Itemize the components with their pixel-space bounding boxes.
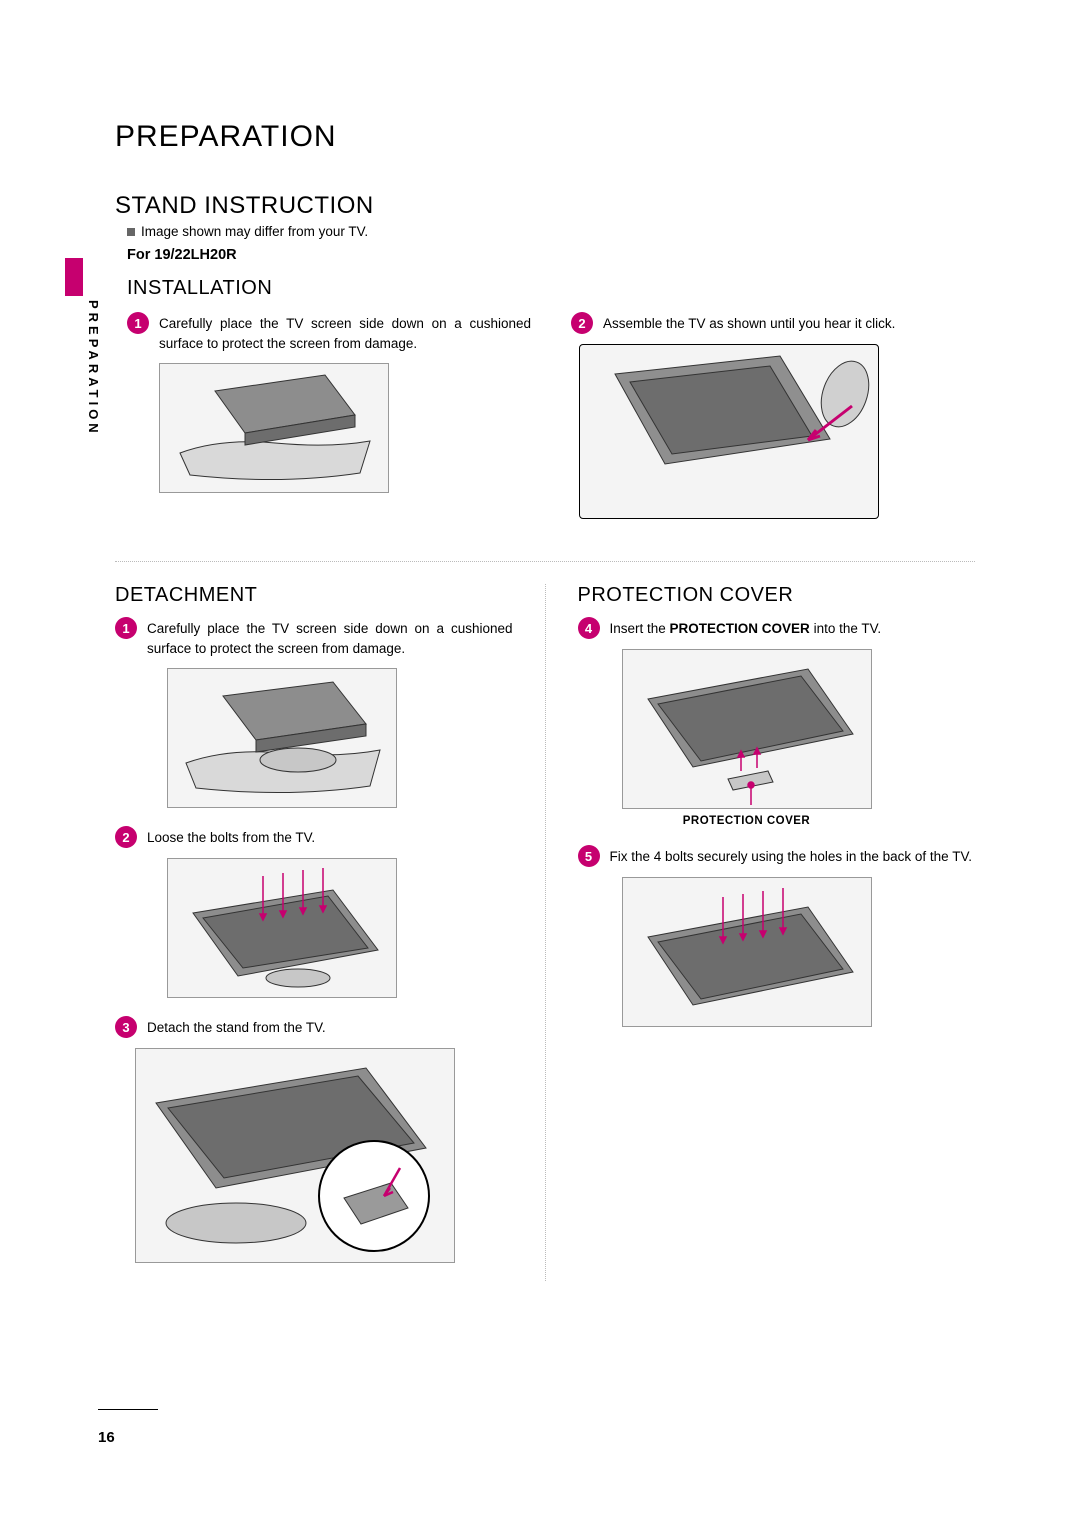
step-text: Detach the stand from the TV. (147, 1016, 513, 1038)
bullet-icon (127, 228, 135, 236)
figure-illustration (622, 877, 872, 1027)
lower-columns: DETACHMENT 1 Carefully place the TV scre… (115, 584, 975, 1281)
page-tab-marker (65, 258, 83, 296)
figure (167, 858, 513, 998)
detachment-step: 2 Loose the bolts from the TV. (115, 826, 513, 848)
installation-step: 2 Assemble the TV as shown until you hea… (571, 312, 975, 334)
installation-col-1: 1 Carefully place the TV screen side dow… (115, 310, 531, 537)
step-text: Carefully place the TV screen side down … (159, 312, 531, 353)
note-text: Image shown may differ from your TV. (141, 224, 368, 239)
footer-rule (98, 1409, 158, 1410)
step-number-badge: 1 (127, 312, 149, 334)
protection-heading: PROTECTION COVER (578, 584, 976, 607)
detachment-column: DETACHMENT 1 Carefully place the TV scre… (115, 584, 513, 1281)
protection-column: PROTECTION COVER 4 Insert the PROTECTION… (578, 584, 976, 1281)
step-text-pre: Insert the (610, 621, 670, 636)
horizontal-divider (115, 561, 975, 562)
step-text: Carefully place the TV screen side down … (147, 617, 513, 658)
fix-bolts-illustration (623, 877, 871, 1027)
figure (167, 668, 513, 808)
detachment-step: 1 Carefully place the TV screen side dow… (115, 617, 513, 658)
step-number-badge: 2 (571, 312, 593, 334)
tv-bolts-illustration (168, 858, 396, 998)
figure-illustration (579, 344, 879, 519)
figure (159, 363, 531, 493)
step-number-badge: 5 (578, 845, 600, 867)
installation-columns: 1 Carefully place the TV screen side dow… (115, 310, 975, 537)
step-number-badge: 2 (115, 826, 137, 848)
page-number: 16 (98, 1429, 115, 1446)
tv-cushion-illustration (168, 668, 396, 808)
step-number-badge: 4 (578, 617, 600, 639)
sidebar-section-label: PREPARATION (86, 300, 101, 437)
model-line: For 19/22LH20R (127, 247, 975, 263)
figure-caption: PROTECTION COVER (622, 815, 872, 827)
protection-step: 4 Insert the PROTECTION COVER into the T… (578, 617, 976, 639)
page-content: PREPARATION STAND INSTRUCTION Image show… (115, 120, 975, 1281)
figure-illustration (167, 858, 397, 998)
figure (579, 344, 975, 519)
protection-step: 5 Fix the 4 bolts securely using the hol… (578, 845, 976, 867)
step-text: Assemble the TV as shown until you hear … (603, 312, 975, 334)
protection-cover-illustration (623, 649, 871, 809)
figure (135, 1048, 513, 1263)
figure-illustration (622, 649, 872, 809)
step-text: Insert the PROTECTION COVER into the TV. (610, 617, 976, 639)
page-heading: PREPARATION (115, 120, 975, 154)
installation-step: 1 Carefully place the TV screen side dow… (127, 312, 531, 353)
step-text: Loose the bolts from the TV. (147, 826, 513, 848)
tv-detach-illustration (136, 1048, 454, 1263)
step-text-bold: PROTECTION COVER (670, 621, 810, 636)
note-row: Image shown may differ from your TV. (127, 224, 975, 239)
detachment-step: 3 Detach the stand from the TV. (115, 1016, 513, 1038)
figure-illustration (135, 1048, 455, 1263)
figure: PROTECTION COVER (622, 649, 976, 827)
step-text-post: into the TV. (810, 621, 881, 636)
detachment-heading: DETACHMENT (115, 584, 513, 607)
figure-illustration (159, 363, 389, 493)
installation-heading: INSTALLATION (127, 277, 975, 300)
figure (622, 877, 976, 1027)
vertical-divider (545, 584, 546, 1281)
tv-cushion-illustration (160, 363, 388, 493)
step-text: Fix the 4 bolts securely using the holes… (610, 845, 976, 867)
figure-illustration (167, 668, 397, 808)
section-title: STAND INSTRUCTION (115, 192, 975, 220)
tv-assemble-illustration (580, 344, 878, 519)
step-number-badge: 3 (115, 1016, 137, 1038)
installation-col-2: 2 Assemble the TV as shown until you hea… (559, 310, 975, 537)
step-number-badge: 1 (115, 617, 137, 639)
